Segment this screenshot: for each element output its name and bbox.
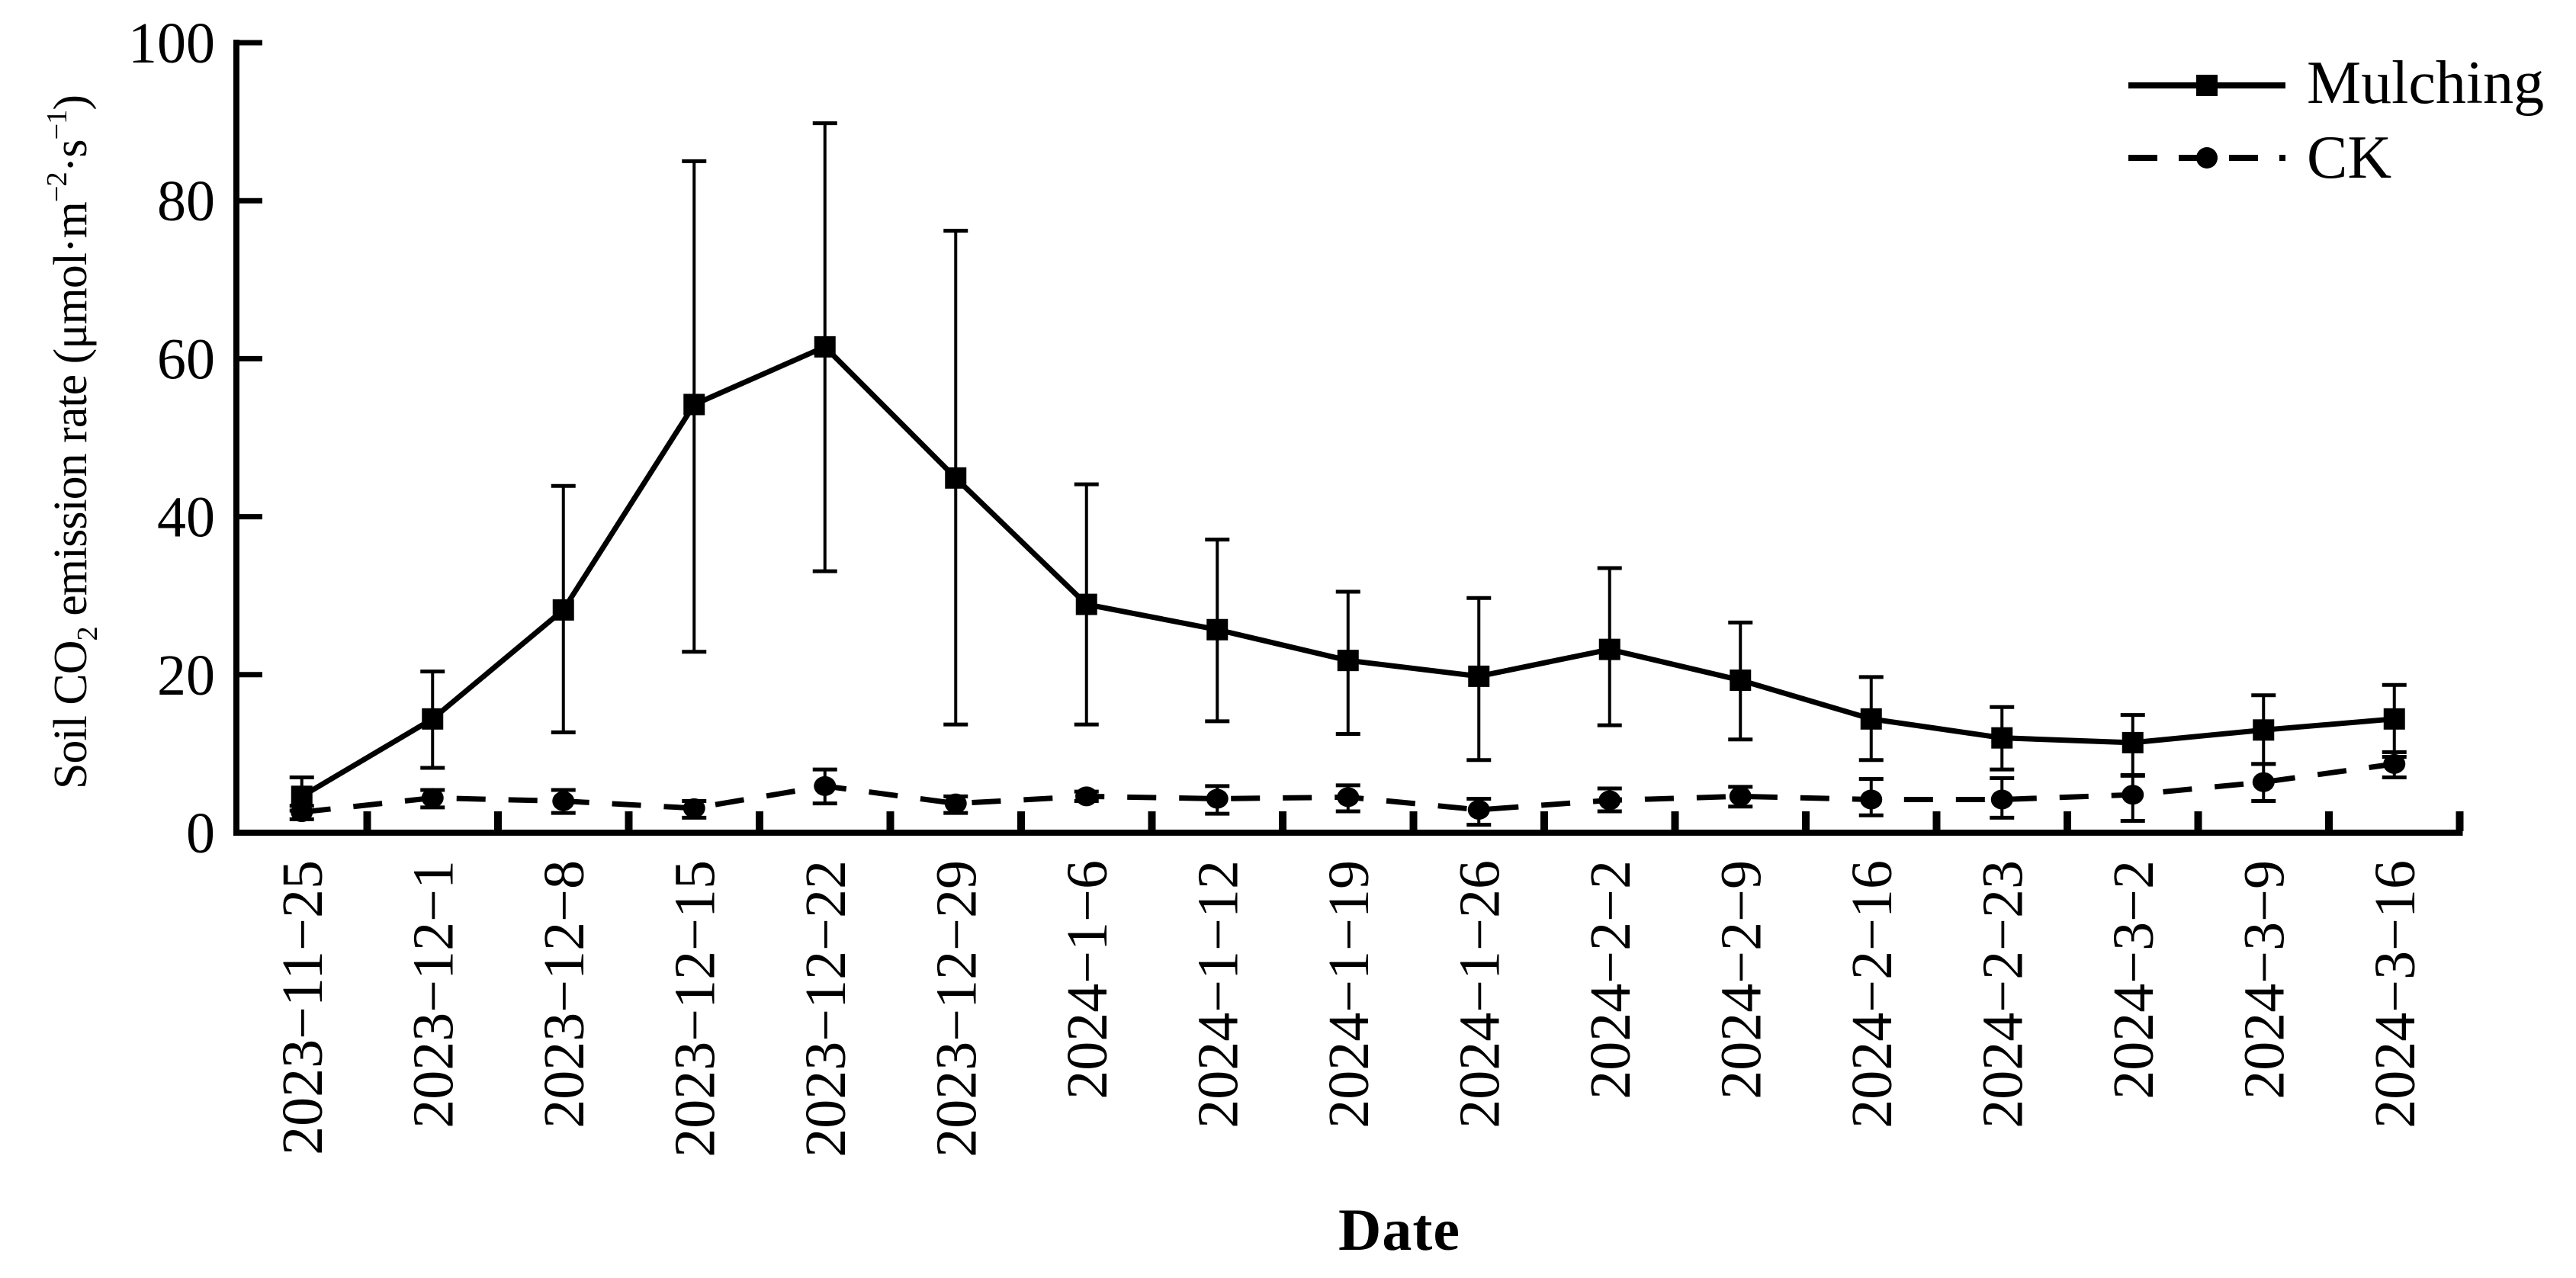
data-point-square-marker [1075, 593, 1097, 615]
y-axis-title-text: ) [45, 95, 97, 111]
data-point-square-marker [2122, 731, 2144, 753]
x-tick-label: 2024−1−26 [1447, 860, 1511, 1129]
data-point-circle-marker [1337, 787, 1360, 808]
x-tick-label: 2024−2−9 [1709, 860, 1773, 1100]
data-point-square-marker [1468, 665, 1490, 687]
data-point-circle-marker [1206, 788, 1229, 809]
y-tick-label: 40 [157, 486, 215, 550]
y-axis-title-superscript: −2 [41, 172, 73, 203]
data-point-square-marker [814, 336, 836, 358]
data-point-circle-marker [1860, 789, 1883, 810]
y-axis-title-text: emission rate (μmol·m [45, 202, 97, 628]
ck-dashed-line-sample-icon [2128, 147, 2285, 169]
y-tick-label: 60 [157, 327, 215, 391]
legend-item-ck: CK [2124, 120, 2544, 195]
data-point-square-marker [1730, 670, 1752, 692]
data-point-square-marker [1206, 618, 1229, 641]
data-point-circle-marker [944, 793, 967, 814]
data-point-circle-marker [291, 802, 313, 823]
data-point-circle-marker [814, 775, 837, 796]
y-tick-label: 100 [128, 11, 215, 75]
legend: Mulching CK [2124, 46, 2544, 195]
x-tick-label: 2023−12−29 [924, 860, 988, 1158]
mulching-line-sample-icon [2128, 75, 2285, 96]
data-point-square-marker [422, 708, 444, 730]
x-tick-label: 2024−1−12 [1186, 860, 1250, 1129]
y-axis-title-text: Soil CO [45, 641, 97, 790]
data-point-square-marker [552, 599, 574, 621]
x-tick-label: 2024−3−2 [2102, 860, 2166, 1100]
x-axis-title: Date [1338, 1196, 1460, 1263]
x-tick-label: 2024−3−16 [2363, 860, 2427, 1129]
y-tick-label: 0 [186, 801, 215, 865]
data-point-square-marker [2383, 708, 2405, 730]
data-point-circle-marker [2252, 772, 2275, 792]
x-tick-label: 2024−2−23 [1971, 860, 2035, 1129]
y-axis-title-subscript: 2 [72, 627, 104, 641]
legend-label-mulching: Mulching [2307, 49, 2545, 117]
data-point-square-marker [1598, 638, 1620, 660]
x-tick-label: 2023−12−22 [794, 860, 858, 1158]
data-point-circle-marker [1990, 789, 2013, 810]
data-point-circle-marker [421, 788, 444, 808]
y-axis-title: Soil CO2 emission rate (μmol·m−2·s−1) [31, 23, 104, 862]
x-tick-label: 2023−11−25 [271, 860, 335, 1155]
y-axis-title-superscript: −1 [41, 110, 73, 140]
data-point-circle-marker [2122, 785, 2144, 805]
data-point-circle-marker [1075, 786, 1098, 807]
legend-label-ck: CK [2307, 124, 2392, 191]
x-tick-label: 2024−2−2 [1579, 860, 1643, 1100]
data-point-circle-marker [683, 798, 705, 818]
data-point-square-marker [1337, 650, 1359, 672]
x-tick-label: 2024−3−9 [2232, 860, 2296, 1100]
x-tick-label: 2023−12−8 [532, 860, 596, 1129]
x-tick-label: 2023−12−1 [401, 860, 465, 1129]
data-point-circle-marker [552, 791, 575, 811]
data-point-square-marker [1991, 727, 2013, 749]
data-point-circle-marker [1598, 790, 1621, 811]
x-tick-label: 2023−12−15 [663, 860, 727, 1158]
data-point-square-marker [1860, 708, 1882, 730]
data-point-circle-marker [1729, 786, 1752, 807]
data-point-square-marker [945, 467, 967, 489]
y-tick-label: 80 [157, 169, 215, 233]
y-tick-label: 20 [157, 644, 215, 708]
data-point-square-marker [683, 393, 705, 416]
x-tick-label: 2024−2−16 [1840, 860, 1904, 1129]
data-point-circle-marker [2383, 753, 2406, 774]
y-axis-title-text: ·s [45, 140, 97, 173]
legend-item-mulching: Mulching [2124, 46, 2544, 120]
data-point-circle-marker [1467, 799, 1490, 820]
data-point-square-marker [2253, 719, 2275, 741]
x-tick-label: 2024−1−6 [1055, 860, 1119, 1100]
x-tick-label: 2024−1−19 [1317, 860, 1381, 1129]
